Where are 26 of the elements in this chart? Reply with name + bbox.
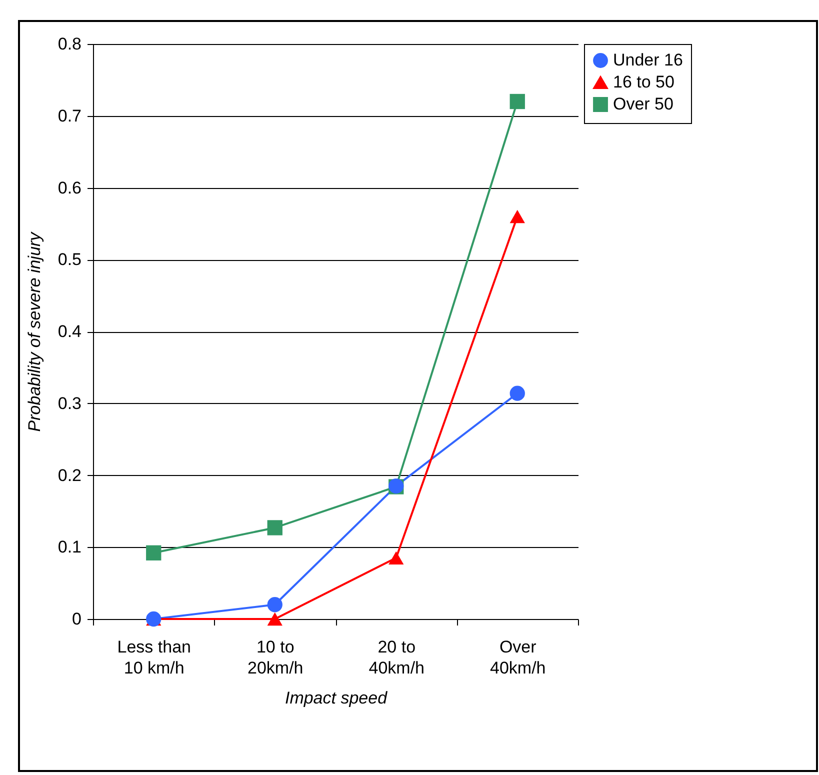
y-tick-label: 0.4 — [58, 322, 82, 341]
point — [267, 597, 282, 612]
y-tick-label: 0.7 — [58, 106, 82, 126]
x-tick-label: 20 to 40km/h — [368, 638, 424, 678]
point — [388, 551, 404, 564]
x-tick-label: 10 to 20km/h — [248, 638, 304, 678]
point — [267, 520, 282, 536]
y-tick-label: 0.3 — [58, 394, 82, 413]
point — [510, 210, 525, 224]
x-axis-title: Impact speed — [284, 688, 388, 708]
y-tick-label: 0 — [72, 610, 82, 628]
y-axis-title: Probability of severe injury — [24, 230, 44, 432]
legend-label: 16 to 50 — [613, 72, 674, 92]
y-tick-label: 0.5 — [58, 250, 82, 270]
y-tick-label: 0.6 — [58, 178, 82, 198]
y-tick-label: 0.8 — [58, 34, 82, 54]
y-tick-label: 0.2 — [58, 466, 82, 485]
point — [510, 386, 525, 401]
point — [510, 94, 525, 110]
point — [267, 612, 282, 626]
x-tick-label: Less than 10 km/h — [117, 638, 191, 678]
legend-label: Over 50 — [613, 94, 674, 114]
x-tick-label: Over 40km/h — [490, 638, 546, 678]
y-tick-label: 0.1 — [58, 538, 82, 557]
point — [146, 545, 162, 560]
legend-label: Under 16 — [613, 50, 683, 70]
